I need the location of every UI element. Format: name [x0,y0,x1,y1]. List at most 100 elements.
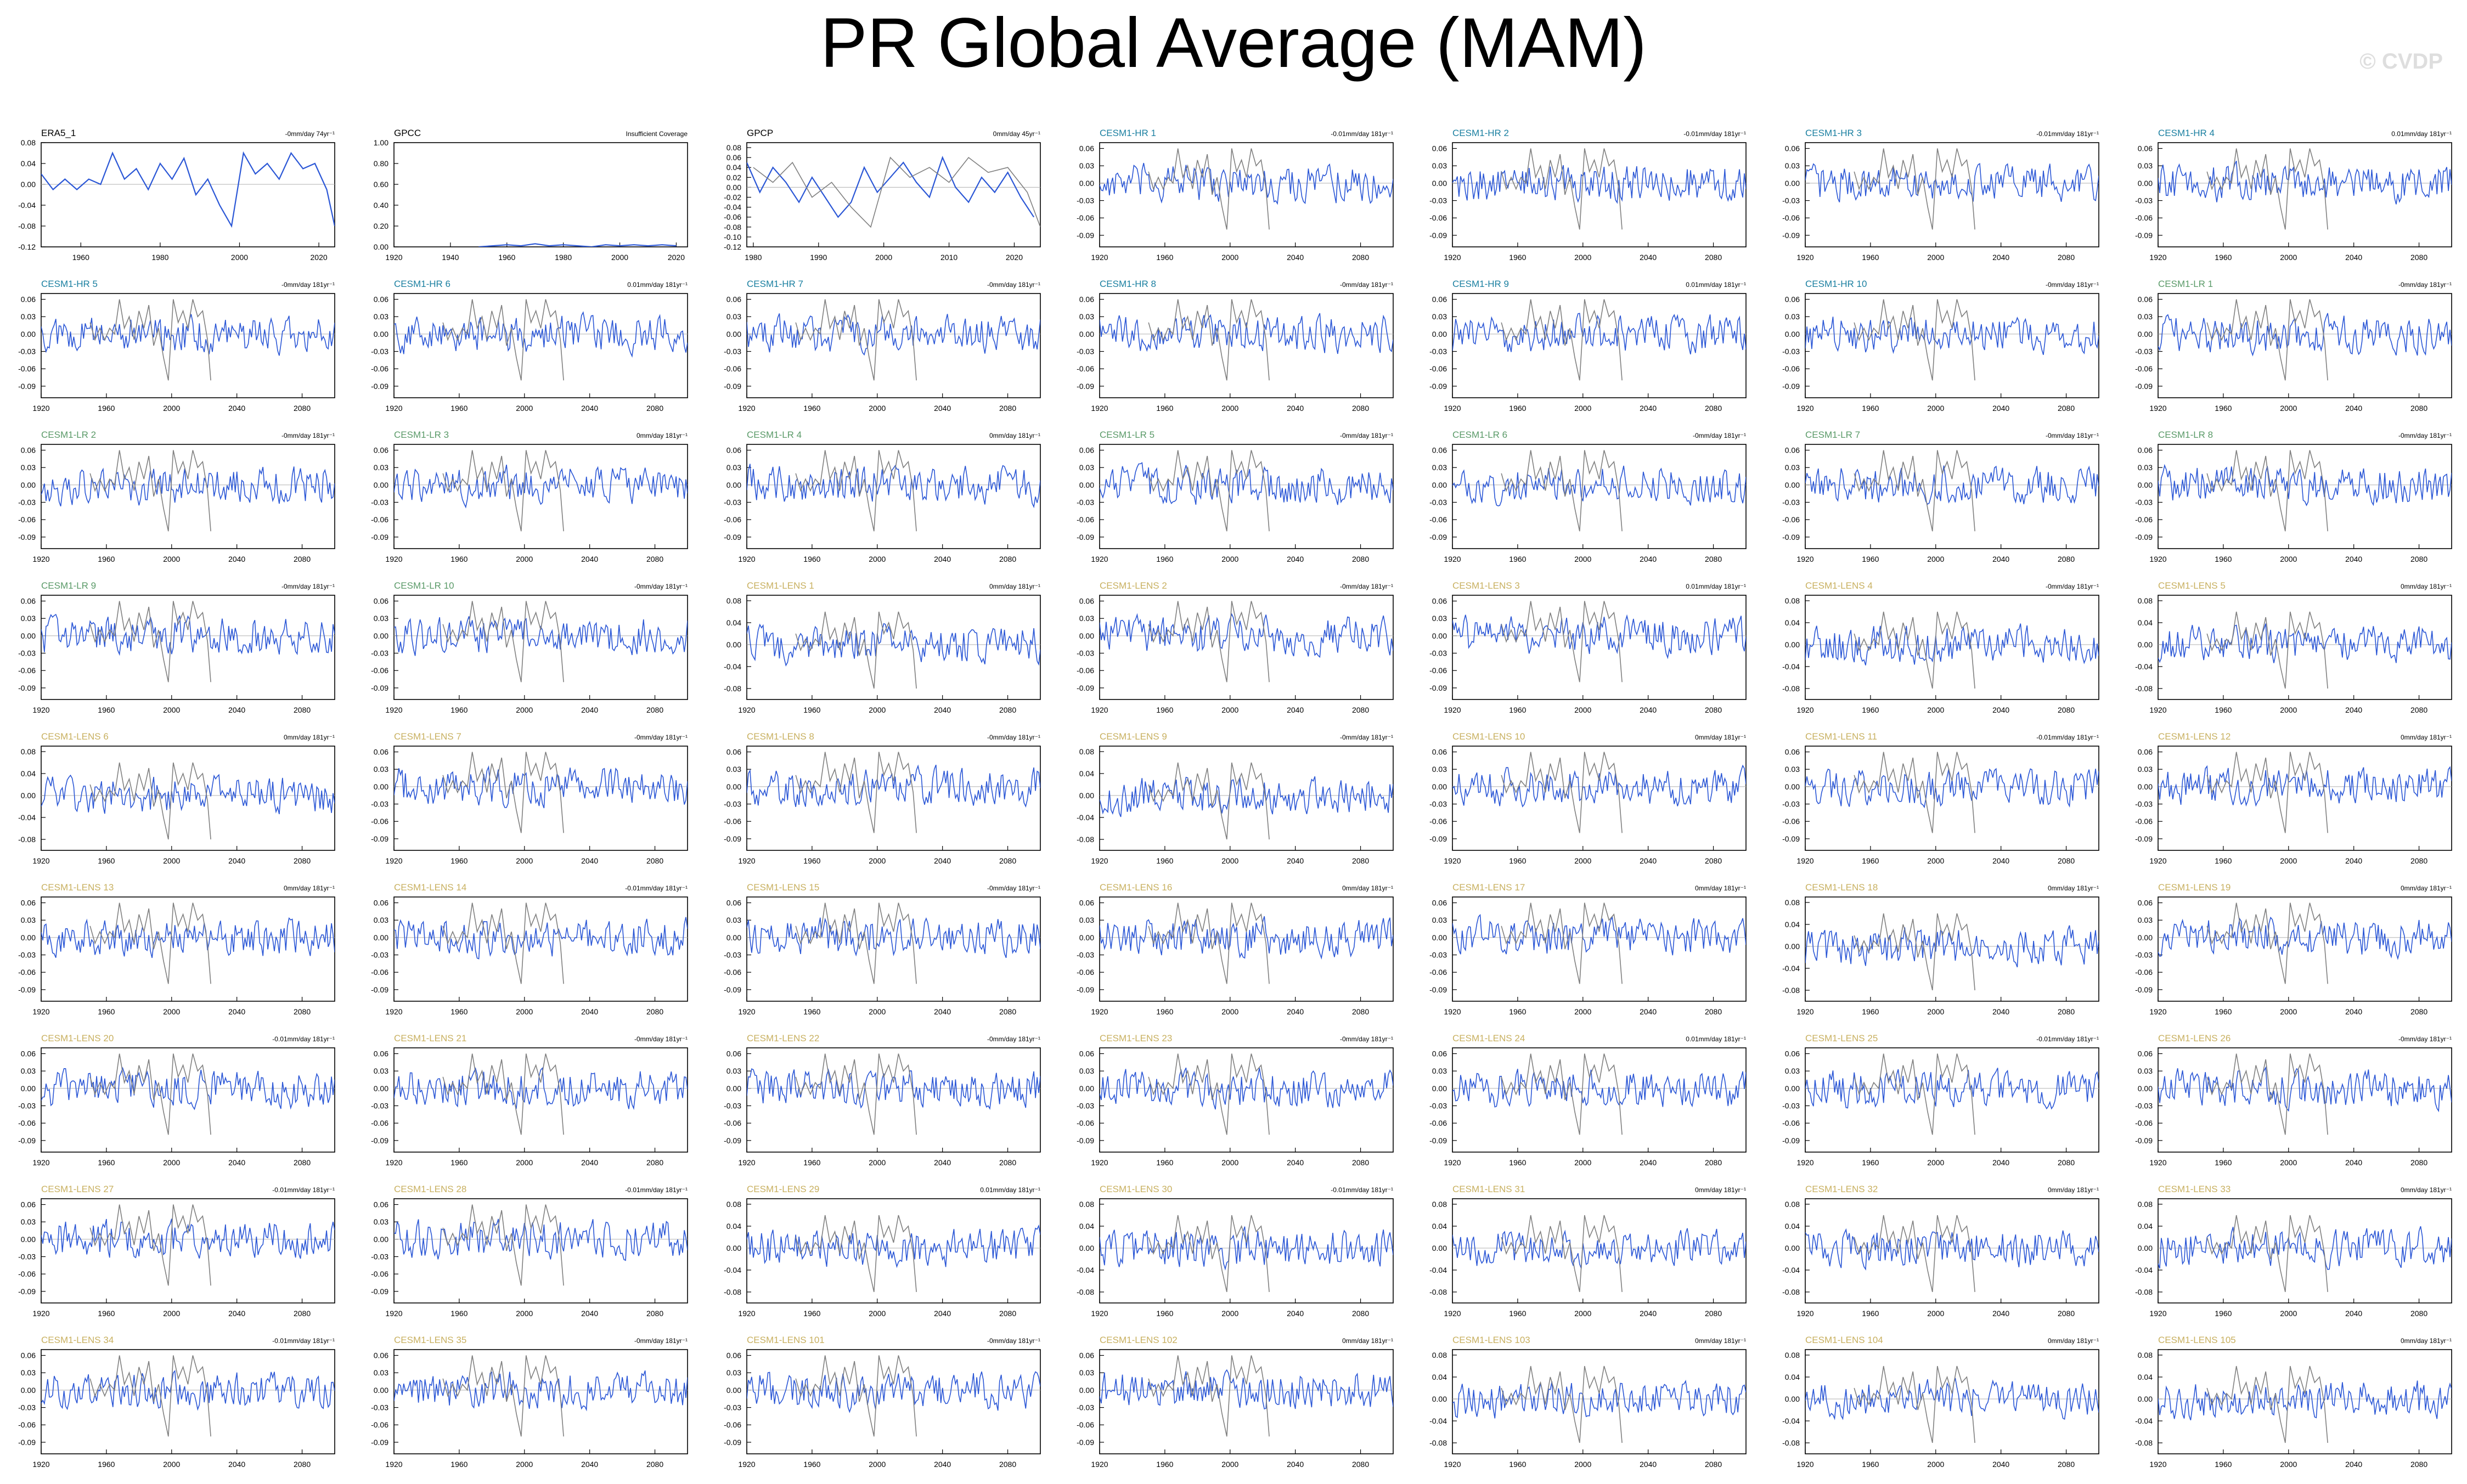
x-tick-label: 2080 [1352,555,1369,563]
panel-frame [1452,444,1747,549]
panel-label: CESM1-LENS 17 [1452,882,1525,893]
y-tick-label: -0.03 [18,1403,36,1412]
x-tick-label: 2080 [2410,1309,2427,1318]
y-tick-label: 0.06 [374,899,388,907]
reference-line [1148,148,1270,230]
y-tick-label: 0.03 [1079,463,1094,472]
panel-trend: 0mm/day 181yr⁻¹ [2048,884,2099,892]
panel-trend: -0.01mm/day 181yr⁻¹ [625,1186,688,1194]
y-tick-label: 0.00 [1785,330,1800,338]
panel-label: CESM1-LENS 14 [394,882,466,893]
x-tick-label: 2040 [581,555,598,563]
y-tick-label: -0.06 [18,666,36,675]
x-tick-label: 2000 [1927,1158,1944,1167]
x-tick-label: 2040 [2345,555,2362,563]
model-series-line [1452,614,1746,659]
y-tick-label: 0.06 [374,1049,388,1058]
y-tick-label: 0.00 [21,1386,36,1395]
x-tick-label: 1920 [2149,856,2166,865]
panel-cesm1-lens-24: CESM1-LENS 24 0.01mm/day 181yr⁻¹ 0.06 0.03 0… [1429,1033,1747,1167]
x-tick-label: 1920 [2149,1007,2166,1016]
panel-cesm1-lens-22: CESM1-LENS 22 -0mm/day 181yr⁻¹ 0.06 0.03 0.0… [724,1033,1041,1167]
y-tick-label: 0.04 [1785,1222,1800,1231]
y-tick-label: 0.03 [374,765,388,774]
y-tick-label: 0.03 [21,916,36,924]
panel-trend: 0.01mm/day 181yr⁻¹ [980,1186,1040,1194]
x-tick-label: 1920 [1091,1309,1108,1318]
reference-line [1501,299,1623,381]
panel-frame [1452,595,1747,700]
y-tick-label: -0.04 [724,203,741,212]
x-tick-label: 2040 [1287,856,1304,865]
reference-line [1148,299,1270,381]
y-tick-label: 0.06 [374,1200,388,1209]
x-tick-label: 2000 [1927,253,1944,262]
y-tick-label: 0.06 [1432,597,1447,606]
panel-frame [746,746,1041,851]
y-tick-label: 0.00 [726,183,741,191]
y-tick-label: -0.08 [1077,1288,1094,1296]
panel-label: CESM1-LENS 7 [394,731,461,742]
x-tick-label: 2040 [228,555,245,563]
x-tick-label: 2080 [999,1007,1016,1016]
panel-frame [393,1349,688,1454]
y-tick-label: -0.06 [1429,666,1447,675]
x-tick-label: 1920 [385,1158,402,1167]
x-tick-label: 2000 [2280,706,2297,714]
y-tick-label: 0.00 [1432,179,1447,188]
x-tick-label: 1920 [2149,1460,2166,1469]
panel-cesm1-lens-101: CESM1-LENS 101 -0mm/day 181yr⁻¹ 0.06 0.03 0.… [724,1335,1041,1469]
panel-cesm1-lens-20: CESM1-LENS 20 -0.01mm/day 181yr⁻¹ 0.06 0.03… [18,1033,335,1167]
y-tick-label: 0.08 [21,138,36,147]
y-tick-label: -0.06 [2135,364,2153,373]
y-tick-label: -0.03 [2135,951,2153,960]
y-tick-label: -0.09 [371,834,388,843]
x-tick-label: 2080 [294,555,311,563]
y-tick-label: 0.03 [2138,161,2153,170]
y-tick-label: 0.03 [1079,1067,1094,1075]
y-tick-label: -0.09 [1782,1136,1800,1145]
y-tick-label: 0.04 [2138,1373,2153,1381]
y-tick-label: -0.06 [1429,515,1447,524]
x-tick-label: 2020 [311,253,328,262]
panel-label: CESM1-LR 7 [1805,430,1860,440]
y-tick-label: 0.04 [726,1222,741,1231]
panel-trend: 0.01mm/day 181yr⁻¹ [1686,281,1746,289]
x-tick-label: 2040 [228,1007,245,1016]
y-tick-label: -0.06 [1429,364,1447,373]
x-tick-label: 1920 [738,1460,755,1469]
x-tick-label: 2000 [1927,1309,1944,1318]
x-tick-label: 1960 [1156,1309,1173,1318]
x-tick-label: 2040 [1640,1007,1657,1016]
panel-trend: 0mm/day 181yr⁻¹ [1342,884,1393,892]
y-tick-label: 0.00 [2138,933,2153,942]
x-tick-label: 1960 [1862,253,1879,262]
x-tick-label: 2000 [869,1309,886,1318]
x-tick-label: 2080 [2058,1309,2075,1318]
panel-frame [1099,595,1394,700]
y-tick-label: -0.06 [1077,213,1094,222]
x-tick-label: 1960 [1509,1460,1526,1469]
panel-frame [393,142,688,247]
x-tick-label: 2080 [1352,1460,1369,1469]
y-tick-label: 0.06 [21,899,36,907]
x-tick-label: 2000 [869,1158,886,1167]
panel-cesm1-hr-9: CESM1-HR 9 0.01mm/day 181yr⁻¹ 0.06 0.03 0.00… [1429,279,1747,413]
x-tick-label: 2080 [2058,404,2075,413]
y-tick-label: 0.00 [374,1235,388,1244]
y-tick-label: 0.06 [1432,899,1447,907]
y-tick-label: -0.06 [1077,1420,1094,1429]
panel-frame [41,746,335,851]
y-tick-label: 0.06 [21,295,36,304]
model-series-line [41,917,335,958]
x-tick-label: 2080 [2410,1158,2427,1167]
y-tick-label: 0.00 [374,782,388,791]
y-tick-label: 0.03 [726,463,741,472]
x-tick-label: 1920 [738,555,755,563]
panel-cesm1-lens-4: CESM1-LENS 4 -0mm/day 181yr⁻¹ 0.08 0.04 0.00… [1782,580,2099,714]
panel-trend: -0mm/day 181yr⁻¹ [1340,432,1393,439]
x-tick-label: 2080 [646,404,663,413]
x-tick-label: 2080 [1705,404,1722,413]
panel-frame [2158,896,2452,1002]
x-tick-label: 1980 [151,253,168,262]
